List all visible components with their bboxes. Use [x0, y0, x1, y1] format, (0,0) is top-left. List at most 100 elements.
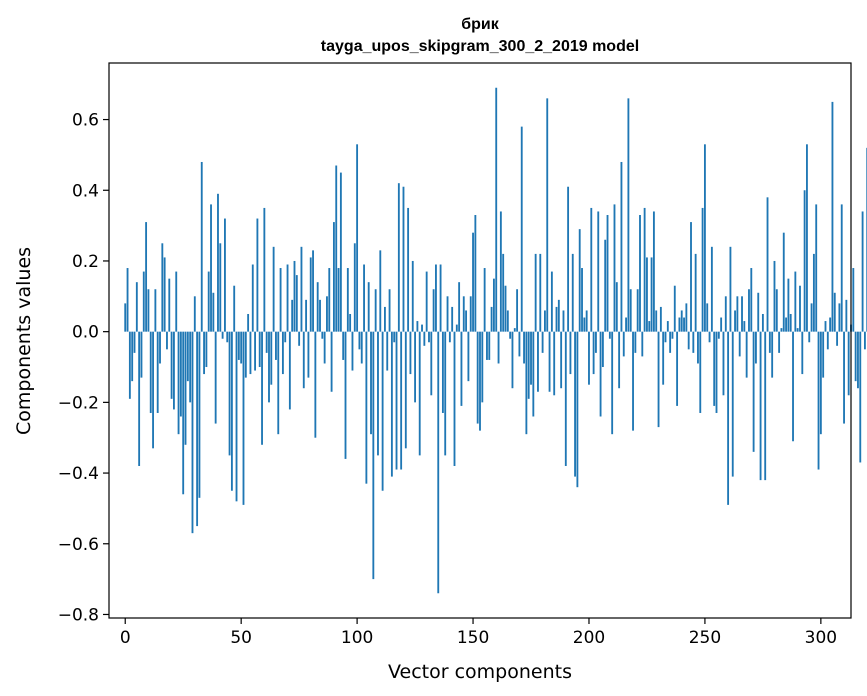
- bar-5: [135, 282, 138, 332]
- bar-81: [312, 250, 314, 332]
- bar-188: [560, 331, 563, 389]
- bar-131: [428, 331, 430, 343]
- bar-152: [476, 331, 479, 424]
- bar-27: [186, 331, 189, 382]
- bar-38: [212, 292, 215, 332]
- bar-167: [511, 331, 514, 389]
- bar-39: [214, 331, 217, 424]
- bar-177: [534, 253, 537, 332]
- bar-133: [432, 289, 435, 332]
- bar-52: [244, 331, 247, 378]
- y-tick-label: −0.4: [58, 464, 99, 484]
- x-tick-label: 100: [341, 628, 373, 648]
- bar-247: [697, 331, 699, 364]
- bar-214: [620, 161, 623, 332]
- bar-35: [205, 331, 208, 368]
- bar-207: [604, 239, 607, 332]
- bar-114: [388, 289, 391, 332]
- bar-137: [441, 331, 444, 413]
- bar-141: [451, 306, 454, 332]
- bar-158: [490, 306, 493, 332]
- bar-282: [778, 331, 781, 353]
- bar-189: [562, 310, 565, 332]
- bar-314: [852, 268, 855, 332]
- bar-107: [372, 331, 375, 580]
- bar-271: [752, 331, 755, 452]
- x-tick-label: 150: [457, 628, 489, 648]
- bar-296: [810, 303, 813, 332]
- bar-147: [465, 310, 468, 332]
- bar-22: [175, 271, 178, 332]
- bar-19: [168, 278, 171, 332]
- bar-18: [166, 331, 168, 350]
- bar-261: [729, 246, 732, 332]
- bar-1: [126, 268, 129, 332]
- bar-213: [618, 331, 621, 389]
- bar-128: [421, 324, 423, 332]
- bar-270: [750, 268, 753, 332]
- bar-274: [759, 331, 762, 481]
- bar-15: [159, 331, 161, 364]
- bar-176: [532, 331, 535, 417]
- bar-168: [513, 328, 516, 332]
- bar-60: [263, 207, 266, 332]
- bar-2: [128, 331, 131, 399]
- bar-221: [636, 289, 639, 332]
- bar-251: [706, 303, 709, 332]
- bar-77: [302, 331, 305, 389]
- x-tick-label: 200: [573, 628, 605, 648]
- bar-180: [541, 331, 544, 353]
- bar-117: [395, 331, 398, 470]
- bar-311: [845, 299, 848, 332]
- bar-153: [479, 331, 481, 431]
- bar-61: [265, 331, 268, 353]
- bars-group: [124, 87, 867, 594]
- bar-132: [430, 331, 433, 396]
- bar-88: [328, 268, 331, 332]
- bar-240: [680, 310, 683, 332]
- y-axis-label: Components values: [13, 247, 35, 435]
- bar-288: [792, 331, 794, 442]
- bar-280: [773, 260, 776, 332]
- bar-66: [277, 331, 280, 435]
- x-tick-label: 250: [689, 628, 721, 648]
- bar-83: [316, 282, 319, 332]
- bar-267: [743, 321, 746, 332]
- bar-193: [571, 253, 574, 332]
- bar-34: [203, 331, 205, 375]
- bar-194: [574, 331, 576, 477]
- bar-310: [843, 331, 845, 424]
- bar-236: [671, 331, 674, 339]
- bar-136: [439, 264, 442, 332]
- bar-290: [796, 328, 799, 332]
- bar-276: [764, 331, 767, 481]
- bar-103: [363, 264, 365, 332]
- bar-0: [124, 303, 127, 332]
- bar-6: [138, 331, 141, 466]
- bar-163: [502, 253, 505, 332]
- bar-222: [639, 215, 641, 332]
- bar-157: [488, 331, 491, 360]
- bar-258: [722, 331, 725, 396]
- bar-275: [761, 313, 764, 332]
- bar-87: [326, 296, 328, 332]
- bar-298: [815, 204, 818, 332]
- bar-129: [423, 331, 426, 346]
- bar-312: [847, 331, 850, 396]
- bar-30: [193, 296, 196, 332]
- bar-305: [831, 101, 834, 332]
- bar-299: [817, 331, 820, 470]
- bar-165: [506, 310, 509, 332]
- bar-255: [715, 331, 718, 413]
- bar-195: [576, 331, 579, 488]
- bar-259: [724, 296, 727, 332]
- bar-289: [794, 271, 797, 332]
- bar-21: [173, 331, 175, 410]
- bar-243: [687, 331, 690, 350]
- bar-100: [356, 144, 359, 332]
- bar-23: [177, 331, 180, 435]
- bar-109: [377, 331, 379, 456]
- bar-246: [694, 253, 697, 332]
- bar-198: [583, 317, 586, 332]
- y-tick-label: −0.8: [58, 605, 99, 625]
